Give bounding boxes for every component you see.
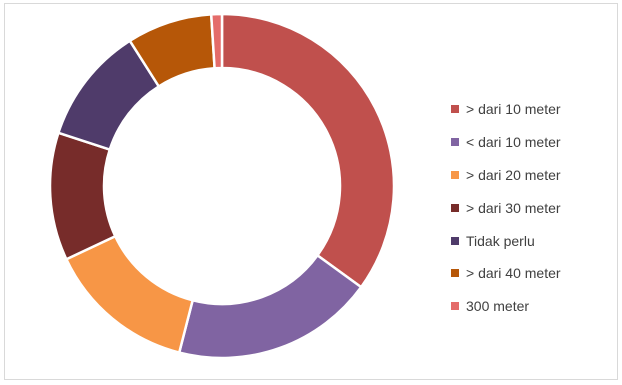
legend-swatch bbox=[451, 203, 459, 212]
legend-swatch bbox=[451, 236, 459, 245]
legend-item: 300 meter bbox=[451, 290, 621, 323]
donut-slice-3 bbox=[48, 131, 117, 261]
legend-label: < dari 10 meter bbox=[466, 134, 561, 151]
legend-item: > dari 30 meter bbox=[451, 191, 621, 224]
donut-chart bbox=[48, 12, 396, 360]
legend-swatch bbox=[451, 138, 459, 147]
legend-label: 300 meter bbox=[466, 298, 530, 315]
chart-legend: > dari 10 meter < dari 10 meter > dari 20 … bbox=[451, 93, 621, 323]
legend-label: > dari 30 meter bbox=[466, 199, 561, 216]
legend-swatch bbox=[451, 105, 459, 114]
legend-item: > dari 40 meter bbox=[451, 257, 621, 290]
legend-item: > dari 20 meter bbox=[451, 159, 621, 192]
chart-frame: > dari 10 meter < dari 10 meter > dari 20 … bbox=[4, 3, 618, 380]
legend-label: > dari 10 meter bbox=[466, 101, 561, 118]
donut-slice-6 bbox=[209, 12, 224, 70]
legend-item: Tidak perlu bbox=[451, 224, 621, 257]
donut-slice-2 bbox=[65, 234, 194, 354]
legend-label: > dari 40 meter bbox=[466, 265, 561, 282]
legend-item: < dari 10 meter bbox=[451, 126, 621, 159]
legend-swatch bbox=[451, 269, 459, 278]
donut-slice-0 bbox=[220, 12, 396, 289]
donut-slice-1 bbox=[177, 254, 363, 360]
legend-label: > dari 20 meter bbox=[466, 166, 561, 183]
legend-swatch bbox=[451, 170, 459, 179]
legend-swatch bbox=[451, 302, 459, 311]
legend-item: > dari 10 meter bbox=[451, 93, 621, 126]
legend-label: Tidak perlu bbox=[466, 232, 535, 249]
